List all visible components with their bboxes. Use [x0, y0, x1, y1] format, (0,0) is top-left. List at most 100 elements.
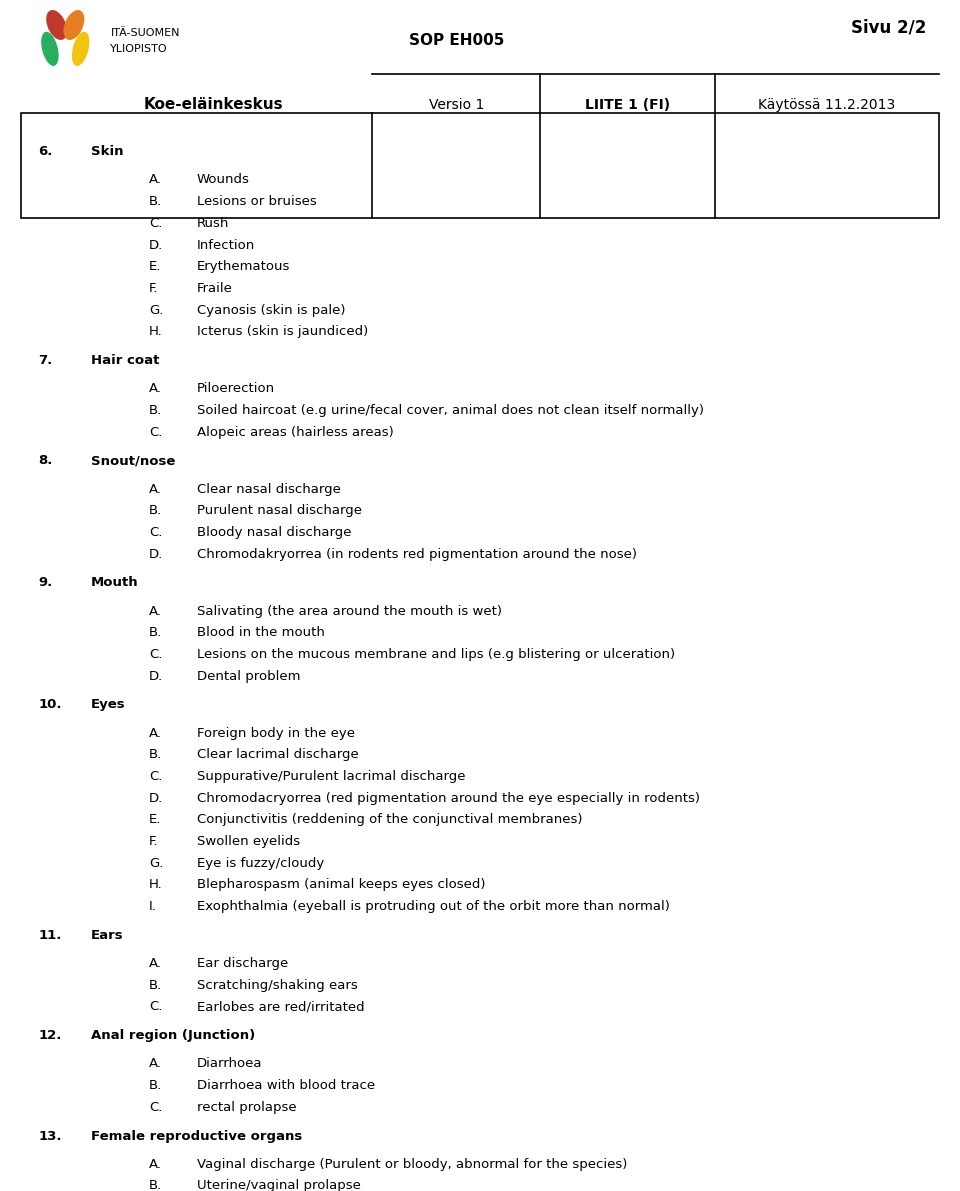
Text: 10.: 10. [38, 698, 61, 711]
Text: Hair coat: Hair coat [91, 354, 159, 367]
Text: A.: A. [149, 482, 162, 495]
Text: Suppurative/Purulent lacrimal discharge: Suppurative/Purulent lacrimal discharge [197, 771, 466, 782]
Text: H.: H. [149, 325, 162, 338]
Text: Snout/nose: Snout/nose [91, 455, 176, 467]
Text: H.: H. [149, 878, 162, 891]
Text: Lesions or bruises: Lesions or bruises [197, 195, 317, 208]
Text: C.: C. [149, 1000, 162, 1014]
Text: Bloody nasal discharge: Bloody nasal discharge [197, 526, 351, 538]
Text: C.: C. [149, 217, 162, 230]
Text: 12.: 12. [38, 1029, 61, 1042]
Ellipse shape [63, 10, 84, 40]
Text: Erythematous: Erythematous [197, 260, 290, 273]
Text: Uterine/vaginal prolapse: Uterine/vaginal prolapse [197, 1179, 361, 1191]
Text: Soiled haircoat (e.g urine/fecal cover, animal does not clean itself normally): Soiled haircoat (e.g urine/fecal cover, … [197, 404, 704, 417]
Text: 6.: 6. [38, 145, 53, 158]
Text: A.: A. [149, 727, 162, 740]
Text: B.: B. [149, 504, 162, 517]
Text: Clear nasal discharge: Clear nasal discharge [197, 482, 341, 495]
Text: Swollen eyelids: Swollen eyelids [197, 835, 300, 848]
Text: Dental problem: Dental problem [197, 669, 300, 682]
Text: B.: B. [149, 1079, 162, 1092]
Text: Chromodacryorrea (red pigmentation around the eye especially in rodents): Chromodacryorrea (red pigmentation aroun… [197, 792, 700, 805]
Text: I.: I. [149, 900, 156, 913]
Text: Eye is fuzzy/cloudy: Eye is fuzzy/cloudy [197, 856, 324, 869]
Text: Fraile: Fraile [197, 282, 232, 295]
Text: Eyes: Eyes [91, 698, 126, 711]
Ellipse shape [72, 32, 89, 66]
Text: SOP EH005: SOP EH005 [409, 33, 504, 48]
Text: G.: G. [149, 304, 163, 317]
Text: A.: A. [149, 1158, 162, 1171]
Text: C.: C. [149, 771, 162, 782]
Text: Foreign body in the eye: Foreign body in the eye [197, 727, 355, 740]
Text: Diarrhoea: Diarrhoea [197, 1058, 262, 1071]
Ellipse shape [41, 32, 59, 66]
Text: E.: E. [149, 260, 161, 273]
Text: A.: A. [149, 958, 162, 969]
Text: YLIOPISTO: YLIOPISTO [110, 44, 168, 54]
Text: 11.: 11. [38, 929, 61, 942]
Text: Chromodakryorrea (in rodents red pigmentation around the nose): Chromodakryorrea (in rodents red pigment… [197, 548, 636, 561]
Text: ITÄ-SUOMEN: ITÄ-SUOMEN [110, 29, 180, 38]
Text: LIITE 1 (FI): LIITE 1 (FI) [586, 98, 670, 112]
Text: G.: G. [149, 856, 163, 869]
Text: F.: F. [149, 835, 158, 848]
Text: 7.: 7. [38, 354, 53, 367]
Text: Female reproductive organs: Female reproductive organs [91, 1129, 302, 1142]
Text: Blepharospasm (animal keeps eyes closed): Blepharospasm (animal keeps eyes closed) [197, 878, 486, 891]
Text: 9.: 9. [38, 576, 53, 590]
Text: C.: C. [149, 648, 162, 661]
Text: Koe-eläinkeskus: Koe-eläinkeskus [144, 98, 283, 112]
Text: Infection: Infection [197, 238, 255, 251]
Text: Salivating (the area around the mouth is wet): Salivating (the area around the mouth is… [197, 605, 502, 618]
Ellipse shape [46, 10, 67, 40]
Text: Käytössä 11.2.2013: Käytössä 11.2.2013 [758, 98, 896, 112]
Text: Scratching/shaking ears: Scratching/shaking ears [197, 979, 357, 992]
Text: B.: B. [149, 748, 162, 761]
Text: A.: A. [149, 605, 162, 618]
Text: Clear lacrimal discharge: Clear lacrimal discharge [197, 748, 358, 761]
Text: D.: D. [149, 792, 163, 805]
Text: Rush: Rush [197, 217, 229, 230]
Text: C.: C. [149, 1100, 162, 1114]
Text: D.: D. [149, 548, 163, 561]
Text: E.: E. [149, 813, 161, 827]
Text: F.: F. [149, 282, 158, 295]
Text: Ear discharge: Ear discharge [197, 958, 288, 969]
Text: B.: B. [149, 195, 162, 208]
Text: Mouth: Mouth [91, 576, 139, 590]
Text: Vaginal discharge (Purulent or bloody, abnormal for the species): Vaginal discharge (Purulent or bloody, a… [197, 1158, 627, 1171]
Text: Icterus (skin is jaundiced): Icterus (skin is jaundiced) [197, 325, 368, 338]
Text: Lesions on the mucous membrane and lips (e.g blistering or ulceration): Lesions on the mucous membrane and lips … [197, 648, 675, 661]
Text: A.: A. [149, 382, 162, 395]
Text: C.: C. [149, 425, 162, 438]
Text: Purulent nasal discharge: Purulent nasal discharge [197, 504, 362, 517]
Text: Skin: Skin [91, 145, 124, 158]
Text: Exophthalmia (eyeball is protruding out of the orbit more than normal): Exophthalmia (eyeball is protruding out … [197, 900, 670, 913]
Text: 13.: 13. [38, 1129, 61, 1142]
Text: Sivu 2/2: Sivu 2/2 [851, 18, 926, 37]
Text: Diarrhoea with blood trace: Diarrhoea with blood trace [197, 1079, 375, 1092]
Text: D.: D. [149, 669, 163, 682]
Text: D.: D. [149, 238, 163, 251]
Bar [21, 113, 939, 218]
Text: Anal region (Junction): Anal region (Junction) [91, 1029, 255, 1042]
Text: 8.: 8. [38, 455, 53, 467]
Text: A.: A. [149, 1058, 162, 1071]
Text: Conjunctivitis (reddening of the conjunctival membranes): Conjunctivitis (reddening of the conjunc… [197, 813, 583, 827]
Text: B.: B. [149, 1179, 162, 1191]
Text: Piloerection: Piloerection [197, 382, 275, 395]
Text: Wounds: Wounds [197, 174, 250, 187]
Text: Versio 1: Versio 1 [429, 98, 484, 112]
Text: Cyanosis (skin is pale): Cyanosis (skin is pale) [197, 304, 346, 317]
Text: Ears: Ears [91, 929, 124, 942]
Text: Blood in the mouth: Blood in the mouth [197, 626, 324, 640]
Text: Earlobes are red/irritated: Earlobes are red/irritated [197, 1000, 365, 1014]
Text: B.: B. [149, 979, 162, 992]
Text: rectal prolapse: rectal prolapse [197, 1100, 297, 1114]
Text: C.: C. [149, 526, 162, 538]
Text: B.: B. [149, 626, 162, 640]
Text: Alopeic areas (hairless areas): Alopeic areas (hairless areas) [197, 425, 394, 438]
Text: A.: A. [149, 174, 162, 187]
